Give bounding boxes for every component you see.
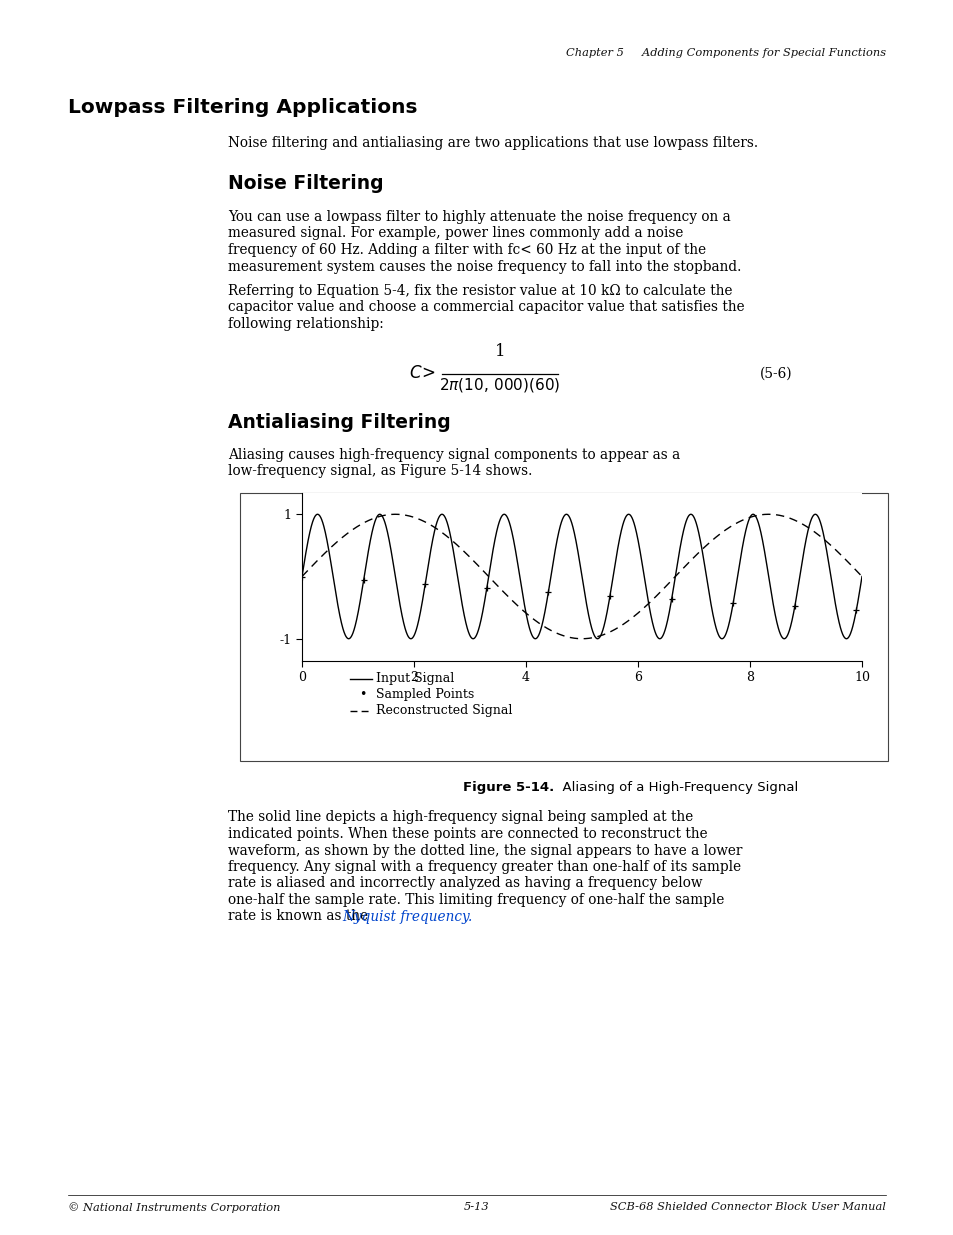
Text: waveform, as shown by the dotted line, the signal appears to have a lower: waveform, as shown by the dotted line, t… [228,844,741,857]
Text: Chapter 5     Adding Components for Special Functions: Chapter 5 Adding Components for Special … [565,48,885,58]
Text: © National Instruments Corporation: © National Instruments Corporation [68,1202,280,1213]
Text: indicated points. When these points are connected to reconstruct the: indicated points. When these points are … [228,827,707,841]
Text: Figure 5-14.: Figure 5-14. [462,781,554,794]
Text: SCB-68 Shielded Connector Block User Manual: SCB-68 Shielded Connector Block User Man… [610,1202,885,1212]
Text: Sampled Points: Sampled Points [375,688,474,701]
Text: measurement system causes the noise frequency to fall into the stopband.: measurement system causes the noise freq… [228,259,740,273]
Text: $2\pi(10,\,000)(60)$: $2\pi(10,\,000)(60)$ [438,377,560,394]
Text: measured signal. For example, power lines commonly add a noise: measured signal. For example, power line… [228,226,682,241]
Text: Aliasing of a High-Frequency Signal: Aliasing of a High-Frequency Signal [554,781,798,794]
Text: low-frequency signal, as Figure 5-14 shows.: low-frequency signal, as Figure 5-14 sho… [228,464,532,478]
Text: Noise filtering and antialiasing are two applications that use lowpass filters.: Noise filtering and antialiasing are two… [228,136,758,149]
Text: rate is known as the: rate is known as the [228,909,372,924]
Text: frequency. Any signal with a frequency greater than one-half of its sample: frequency. Any signal with a frequency g… [228,860,740,874]
Text: $C\!>$: $C\!>$ [408,366,435,382]
Text: one-half the sample rate. This limiting frequency of one-half the sample: one-half the sample rate. This limiting … [228,893,723,906]
Text: 1: 1 [495,343,505,361]
Text: frequency of 60 Hz. Adding a filter with fc< 60 Hz at the input of the: frequency of 60 Hz. Adding a filter with… [228,243,705,257]
Text: •: • [358,688,366,701]
Text: You can use a lowpass filter to highly attenuate the noise frequency on a: You can use a lowpass filter to highly a… [228,210,730,224]
Text: Aliasing causes high-frequency signal components to appear as a: Aliasing causes high-frequency signal co… [228,447,679,462]
Text: 5-13: 5-13 [464,1202,489,1212]
Text: Nyquist frequency.: Nyquist frequency. [341,909,472,924]
Text: Noise Filtering: Noise Filtering [228,174,383,193]
Text: following relationship:: following relationship: [228,317,383,331]
Text: rate is aliased and incorrectly analyzed as having a frequency below: rate is aliased and incorrectly analyzed… [228,877,701,890]
Text: Reconstructed Signal: Reconstructed Signal [375,704,512,718]
Text: Referring to Equation 5-4, fix the resistor value at 10 kΩ to calculate the: Referring to Equation 5-4, fix the resis… [228,284,732,298]
Text: The solid line depicts a high-frequency signal being sampled at the: The solid line depicts a high-frequency … [228,810,693,825]
Text: (5-6): (5-6) [760,367,792,380]
Text: Input Signal: Input Signal [375,672,454,685]
Text: capacitor value and choose a commercial capacitor value that satisfies the: capacitor value and choose a commercial … [228,300,744,315]
Text: Lowpass Filtering Applications: Lowpass Filtering Applications [68,98,417,117]
Text: Antialiasing Filtering: Antialiasing Filtering [228,414,450,432]
Bar [240,493,887,761]
